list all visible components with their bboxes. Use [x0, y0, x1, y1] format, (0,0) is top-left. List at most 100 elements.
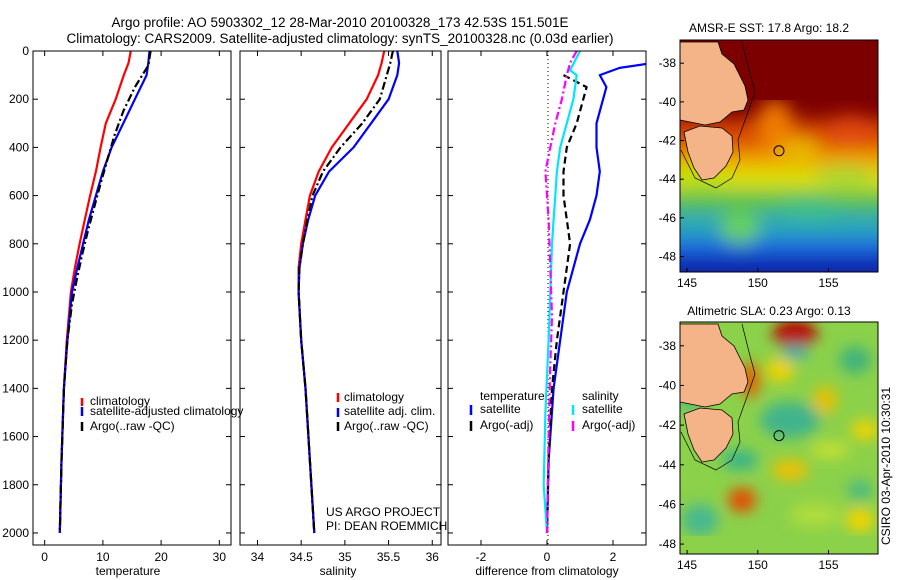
x-tick-label: 10 — [96, 550, 110, 564]
temperature-xlabel: temperature — [96, 564, 161, 578]
map-x-tick-label: 150 — [748, 558, 768, 572]
y-tick-label: 600 — [9, 189, 29, 203]
x-tick-label: -2 — [476, 550, 487, 564]
series-line-argo-adj- — [545, 74, 588, 534]
x-tick-label: 20 — [154, 550, 168, 564]
map-x-tick-label: 155 — [818, 558, 838, 572]
y-tick-label: 1800 — [2, 478, 29, 492]
difference-lines — [542, 51, 646, 534]
y-tick-label: 2000 — [2, 526, 29, 540]
y-tick-label: 200 — [9, 92, 29, 106]
sla-isobath — [680, 323, 756, 471]
series-line-argo-raw-qc- — [297, 51, 394, 534]
x-tick-label: 34.5 — [289, 550, 313, 564]
map-y-tick-label: -48 — [659, 537, 677, 551]
salinity-legend-clim: climatology — [344, 390, 404, 404]
map-y-tick-label: -40 — [659, 378, 677, 392]
salinity-legend-sat: satellite adj. clim. — [344, 404, 435, 418]
map-y-tick-label: -40 — [659, 95, 677, 109]
temperature-legend: climatology satellite-adjusted climatolo… — [80, 394, 243, 433]
temperature-legend-argo: Argo(..raw -QC) — [90, 419, 175, 433]
credit-pi: PI: DEAN ROEMMICH — [326, 519, 447, 533]
salinity-legend: climatology satellite adj. clim. Argo(..… — [336, 390, 435, 433]
salinity-xlabel: salinity — [320, 564, 357, 578]
map-y-tick-label: -38 — [659, 339, 677, 353]
sla-map-box — [679, 321, 879, 555]
map-x-tick-label: 155 — [818, 276, 838, 290]
sst-map: AMSR-E SST: 17.8 Argo: 18.2 — [659, 21, 879, 290]
x-tick-label: 36 — [426, 550, 440, 564]
map-y-tick-label: -48 — [659, 250, 677, 264]
sst-isobath — [680, 41, 756, 189]
temperature-legend-sat: satellite-adjusted climatology — [90, 404, 243, 418]
y-tick-label: 1600 — [2, 430, 29, 444]
difference-legend-temp-title: temperature — [480, 389, 545, 403]
sla-map: Altimetric SLA: 0.23 Argo: 0.13 — [659, 304, 879, 572]
salinity-axes-box — [239, 50, 442, 546]
difference-panel: -2 0 2 difference from climatology tempera… — [447, 50, 647, 578]
map-x-tick-label: 145 — [677, 558, 697, 572]
difference-legend-sal-sat: satellite — [582, 402, 623, 416]
map-y-tick-label: -42 — [659, 418, 677, 432]
difference-legend-sal-argo: Argo(-adj) — [582, 418, 635, 432]
series-line-climatology — [58, 51, 132, 534]
series-line-satellite — [545, 62, 646, 534]
credit-project: US ARGO PROJECT — [326, 505, 441, 519]
map-y-tick-label: -46 — [659, 211, 677, 225]
series-line-satellite-adjusted-climatology — [58, 51, 151, 534]
difference-legend-temp-argo: Argo(-adj) — [480, 418, 533, 432]
difference-legend-temp-sat: satellite — [480, 402, 521, 416]
map-y-tick-label: -42 — [659, 134, 677, 148]
x-tick-label: 0 — [41, 550, 48, 564]
x-tick-label: 2 — [610, 550, 617, 564]
difference-xlabel: difference from climatology — [475, 564, 618, 578]
csiro-timestamp: CSIRO 03-Apr-2010 10:30:31 — [879, 387, 893, 545]
series-line-satellite — [542, 51, 581, 534]
y-tick-label: 1200 — [2, 333, 29, 347]
map-y-tick-label: -44 — [659, 458, 677, 472]
salinity-legend-argo: Argo(..raw -QC) — [344, 419, 429, 433]
sla-tasmania — [683, 407, 734, 463]
figure-title-line2: Climatology: CARS2009. Satellite-adjuste… — [66, 31, 613, 46]
sla-map-title: Altimetric SLA: 0.23 Argo: 0.13 — [687, 304, 851, 318]
sst-mainland — [680, 41, 749, 126]
x-tick-label: 34 — [251, 550, 265, 564]
temperature-panel: 0 10 20 30 0 200 400 600 800 1000 1200 1400 1600 1800… — [2, 44, 243, 578]
temperature-ticks: 0 10 20 30 0 200 400 600 800 1000 1200 1400 1600 1800… — [2, 44, 231, 564]
difference-legend-sal-title: salinity — [582, 389, 619, 403]
x-tick-label: 0 — [544, 550, 551, 564]
sla-mainland — [680, 323, 749, 408]
x-tick-label: 35 — [338, 550, 352, 564]
temperature-lines — [58, 51, 152, 534]
sst-tasmania — [683, 125, 734, 181]
sla-map-ticks: 145 150 155 -38 -40 -42 -44 -46 -48 — [659, 339, 839, 572]
y-tick-label: 800 — [9, 237, 29, 251]
salinity-ticks: 34 34.5 35 35.5 36 — [240, 50, 441, 564]
map-y-tick-label: -38 — [659, 56, 677, 70]
x-tick-label: 35.5 — [377, 550, 401, 564]
temperature-axes-box — [32, 50, 232, 546]
map-y-tick-label: -46 — [659, 497, 677, 511]
temperature-legend-clim: climatology — [90, 394, 150, 408]
series-line-argo-raw-qc- — [58, 51, 152, 534]
y-tick-label: 400 — [9, 140, 29, 154]
sst-map-ticks: 145 150 155 -38 -40 -42 -44 -46 -48 — [659, 56, 839, 290]
figure-title-line1: Argo profile: AO 5903302_12 28-Mar-2010 … — [111, 15, 568, 30]
map-x-tick-label: 145 — [677, 276, 697, 290]
salinity-panel: 34 34.5 35 35.5 36 salinity climatology sate… — [239, 50, 447, 578]
series-line-argo-adj- — [544, 51, 578, 534]
y-tick-label: 1000 — [2, 285, 29, 299]
map-x-tick-label: 150 — [748, 276, 768, 290]
sst-map-title: AMSR-E SST: 17.8 Argo: 18.2 — [689, 21, 849, 35]
sst-map-box — [679, 39, 879, 273]
salinity-lines — [297, 51, 401, 534]
x-tick-label: 30 — [213, 550, 227, 564]
difference-axes-box — [447, 50, 647, 546]
map-y-tick-label: -44 — [659, 172, 677, 186]
y-tick-label: 0 — [22, 44, 29, 58]
y-tick-label: 1400 — [2, 381, 29, 395]
sst-argo-marker — [773, 145, 785, 157]
sla-argo-marker — [773, 430, 785, 442]
difference-legend: temperature satellite Argo(-adj) salinit… — [469, 389, 635, 432]
